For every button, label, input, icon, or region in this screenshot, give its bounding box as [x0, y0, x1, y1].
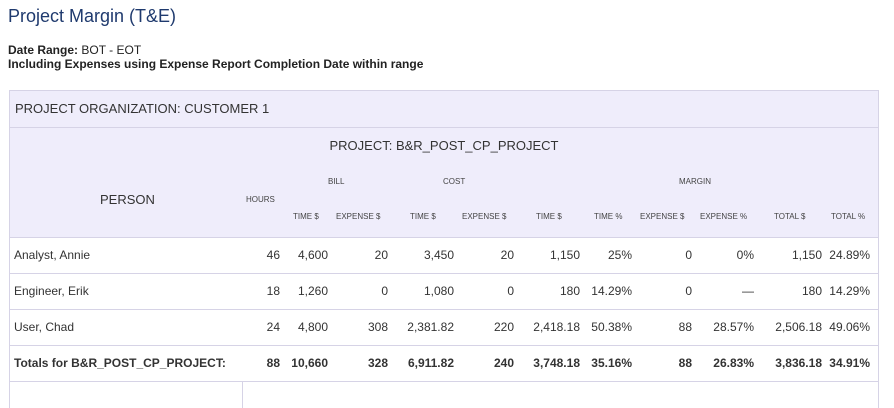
cost-time-value: 1,080 [423, 284, 454, 298]
margin-expense-value: 0 [685, 284, 692, 298]
bill-expense-value: 0 [381, 284, 388, 298]
margin-total-value: 2,506.18 [775, 320, 822, 334]
margin-total-pct-header: TOTAL % [831, 212, 866, 221]
cost-group-header: COST [443, 177, 466, 186]
bill-expense-total: 328 [367, 356, 388, 370]
project-label: PROJECT: B&R_POST_CP_PROJECT [329, 138, 559, 153]
bill-expense-value: 308 [367, 320, 388, 334]
bill-time-total: 10,660 [291, 356, 328, 370]
cost-time-header: TIME $ [410, 212, 436, 221]
margin-total-pct-total: 34.91% [829, 356, 870, 370]
table-header: PROJECT: B&R_POST_CP_PROJECT BILL COST M… [10, 128, 878, 238]
column-divider [242, 381, 243, 408]
report-meta: Date Range: BOT - EOT Including Expenses… [8, 43, 423, 71]
bill-expense-value: 20 [374, 248, 388, 262]
date-range-line: Date Range: BOT - EOT [8, 43, 423, 57]
margin-expense-pct-value: — [742, 284, 754, 298]
cost-time-value: 3,450 [423, 248, 454, 262]
cost-time-value: 2,381.82 [407, 320, 454, 334]
margin-total-pct-value: 14.29% [829, 284, 870, 298]
margin-expense-pct-header: EXPENSE % [700, 212, 748, 221]
margin-expense-value: 0 [685, 248, 692, 262]
margin-time-pct-total: 35.16% [591, 356, 632, 370]
margin-expense-pct-value: 28.57% [713, 320, 754, 334]
margin-total-pct-value: 49.06% [829, 320, 870, 334]
margin-group-header: MARGIN [679, 177, 711, 186]
totals-label: Totals for B&R_POST_CP_PROJECT: [14, 356, 226, 370]
margin-total-total: 3,836.18 [775, 356, 822, 370]
margin-total-value: 1,150 [791, 248, 822, 262]
margin-time-total: 3,748.18 [533, 356, 580, 370]
margin-expense-value: 88 [678, 320, 692, 334]
margin-time-value: 1,150 [549, 248, 580, 262]
margin-expense-total: 88 [678, 356, 692, 370]
margin-time-value: 180 [559, 284, 580, 298]
margin-expense-pct-value: 0% [736, 248, 754, 262]
hours-value: 18 [266, 284, 280, 298]
hours-value: 46 [266, 248, 280, 262]
expenses-note: Including Expenses using Expense Report … [8, 57, 424, 71]
table-row: Engineer, Erik 18 1,260 0 1,080 0 180 14… [10, 274, 878, 310]
person-column-header: PERSON [100, 192, 155, 207]
bill-group-header: BILL [328, 177, 345, 186]
margin-total-pct-value: 24.89% [829, 248, 870, 262]
bill-time-value: 4,600 [297, 248, 328, 262]
margin-total-value: 180 [801, 284, 822, 298]
project-margin-table: PROJECT ORGANIZATION: CUSTOMER 1 PROJECT… [9, 90, 879, 408]
hours-value: 24 [266, 320, 280, 334]
margin-time-pct-header: TIME % [594, 212, 623, 221]
cost-expense-value: 220 [493, 320, 514, 334]
project-organization-row: PROJECT ORGANIZATION: CUSTOMER 1 [10, 91, 878, 128]
page-title: Project Margin (T&E) [8, 6, 177, 26]
cost-time-total: 6,911.82 [407, 356, 454, 370]
cost-expense-total: 240 [493, 356, 514, 370]
margin-time-pct-value: 50.38% [591, 320, 632, 334]
bill-time-value: 1,260 [297, 284, 328, 298]
person-name: User, Chad [14, 320, 75, 334]
person-rows: Analyst, Annie 46 4,600 20 3,450 20 1,15… [10, 238, 878, 382]
margin-time-pct-value: 25% [607, 248, 632, 262]
hours-column-header: HOURS [246, 195, 275, 204]
margin-time-header: TIME $ [536, 212, 562, 221]
bill-time-value: 4,800 [297, 320, 328, 334]
margin-time-pct-value: 14.29% [591, 284, 632, 298]
date-range-value: BOT - EOT [81, 43, 142, 57]
date-range-label: Date Range: [8, 43, 79, 57]
cost-expense-value: 0 [507, 284, 514, 298]
totals-row: Totals for B&R_POST_CP_PROJECT: 88 10,66… [10, 346, 878, 382]
table-row: Analyst, Annie 46 4,600 20 3,450 20 1,15… [10, 238, 878, 274]
bill-expense-header: EXPENSE $ [336, 212, 381, 221]
margin-expense-header: EXPENSE $ [640, 212, 685, 221]
margin-expense-pct-total: 26.83% [713, 356, 754, 370]
person-name: Analyst, Annie [14, 248, 91, 262]
hours-total: 88 [266, 356, 280, 370]
table-row: User, Chad 24 4,800 308 2,381.82 220 2,4… [10, 310, 878, 346]
cost-expense-header: EXPENSE $ [462, 212, 507, 221]
cost-expense-value: 20 [500, 248, 514, 262]
margin-total-header: TOTAL $ [774, 212, 806, 221]
person-name: Engineer, Erik [14, 284, 89, 298]
bill-time-header: TIME $ [293, 212, 319, 221]
margin-time-value: 2,418.18 [533, 320, 580, 334]
